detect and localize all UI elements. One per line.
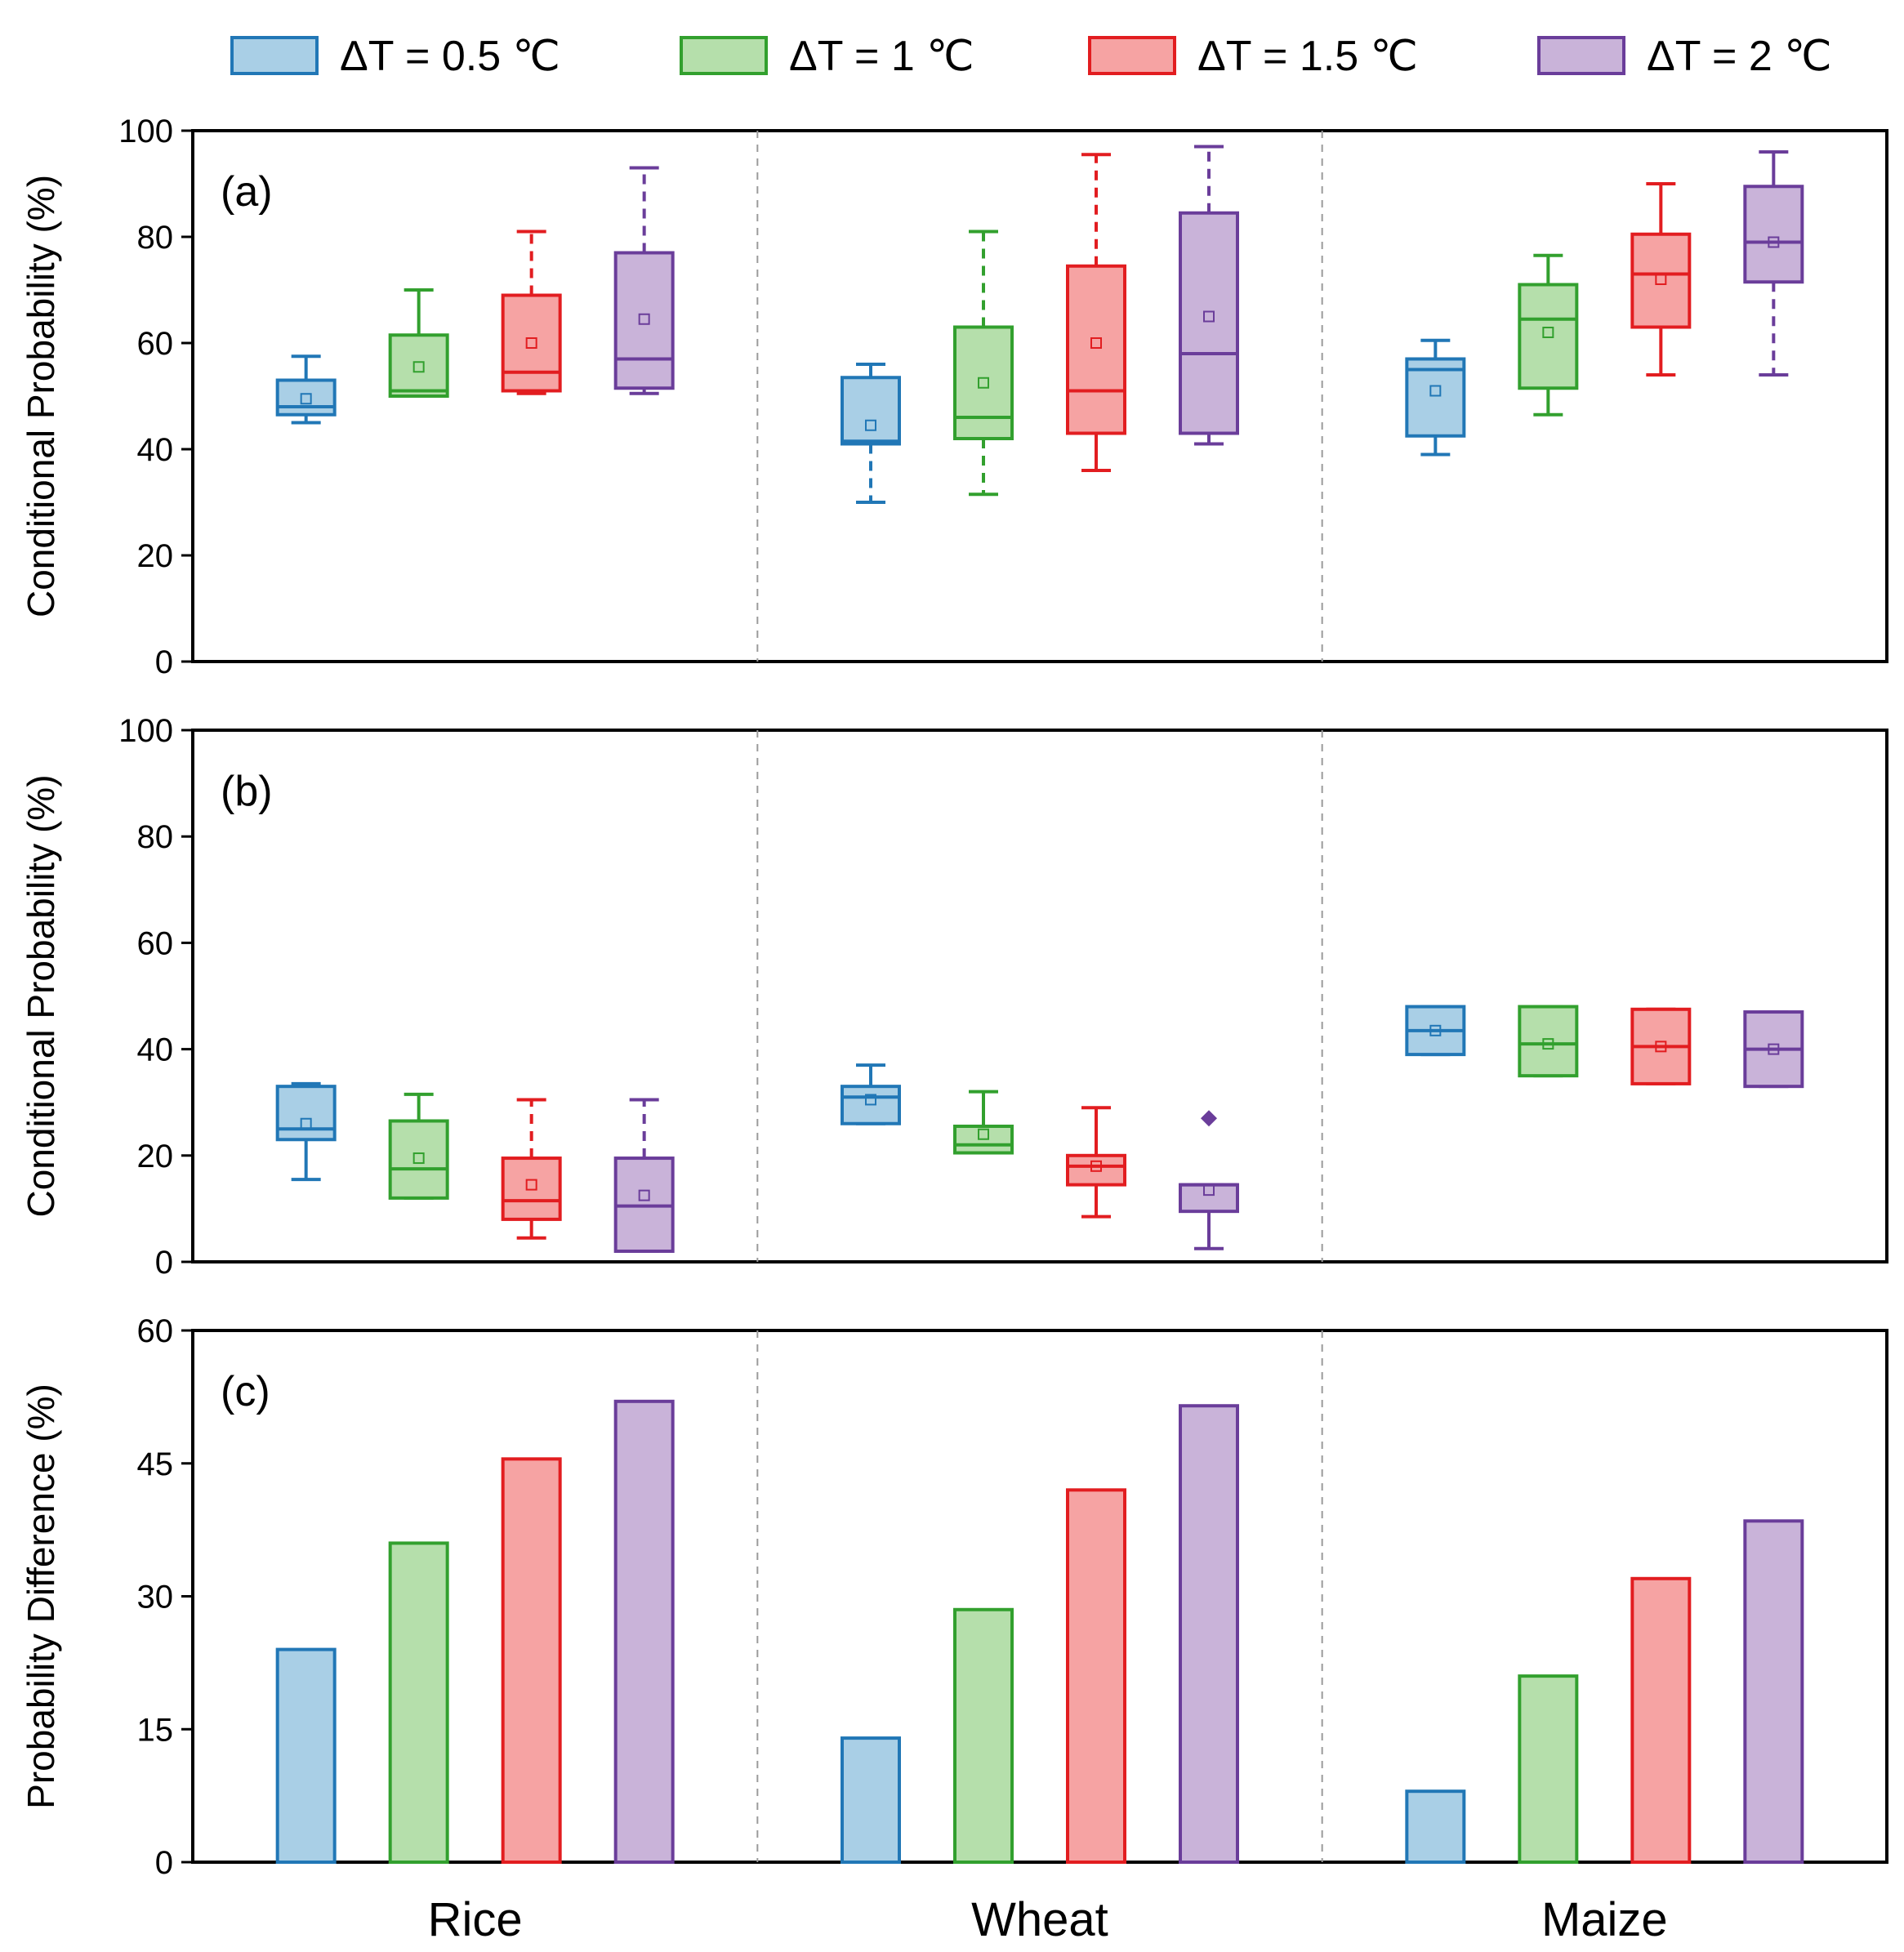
x-category-label: Wheat [971, 1893, 1108, 1946]
box-iqr [388, 1119, 449, 1200]
y-tick-label: 80 [137, 220, 174, 256]
plot-frame [191, 729, 1888, 1263]
box-mean-marker [1203, 1184, 1215, 1197]
bar [841, 1736, 901, 1865]
box-mean-marker [978, 1128, 989, 1140]
box-mean-marker [300, 393, 312, 405]
y-tick-label: 40 [137, 432, 174, 468]
bar [501, 1457, 562, 1864]
legend: ΔT = 0.5 ℃ ΔT = 1 ℃ ΔT = 1.5 ℃ ΔT = 2 ℃ [230, 33, 1832, 80]
box-mean-marker [1429, 385, 1442, 397]
box-mean-marker [412, 1152, 425, 1165]
box-mean-marker [1090, 1160, 1102, 1172]
panel-label: (c) [221, 1368, 270, 1415]
box-mean-marker [978, 377, 989, 389]
y-tick-label: 60 [137, 1313, 174, 1349]
y-axis-title: Probability Difference (%) [20, 1384, 62, 1809]
legend-swatch [680, 36, 768, 75]
bar [275, 1647, 337, 1864]
box-outlier [1201, 1110, 1217, 1127]
box-mean-marker [1090, 337, 1102, 349]
bar [1405, 1789, 1466, 1864]
box-mean-marker [525, 1179, 537, 1191]
box-mean-marker [412, 361, 425, 373]
bar [1630, 1576, 1692, 1865]
panel-label: (a) [221, 168, 273, 216]
legend-label: ΔT = 2 ℃ [1647, 33, 1832, 80]
bar [953, 1607, 1014, 1865]
box-iqr [275, 1085, 337, 1142]
y-tick-label: 0 [155, 1245, 173, 1281]
box-iqr [1518, 1005, 1579, 1078]
y-tick-label: 100 [118, 713, 173, 749]
x-category-label: Rice [428, 1893, 523, 1946]
y-tick-label: 100 [118, 114, 173, 149]
box-iqr [1179, 1183, 1239, 1214]
box-mean-marker [638, 1189, 650, 1201]
y-tick-label: 45 [137, 1446, 174, 1482]
box-mean-marker [1655, 1041, 1667, 1053]
legend-label: ΔT = 0.5 ℃ [340, 33, 560, 80]
box-iqr [613, 251, 675, 390]
y-tick-label: 60 [137, 326, 174, 362]
box-iqr [501, 1156, 562, 1221]
box-iqr [275, 378, 337, 417]
box-mean-marker [1203, 310, 1215, 323]
legend-label: ΔT = 1 ℃ [789, 33, 974, 80]
panel-b: 0 20 40 60 80 100 Conditional Probability (%) (… [20, 713, 1888, 1281]
plot-frame [191, 129, 1888, 663]
box-iqr [388, 333, 449, 398]
box-mean-marker [1655, 274, 1667, 285]
bar [1066, 1488, 1126, 1865]
y-tick-label: 80 [137, 819, 174, 855]
box-mean-marker [1542, 1038, 1554, 1050]
box-mean-marker [300, 1117, 312, 1130]
panel-a: 0 20 40 60 80 100 Conditional Probability (%) (… [20, 114, 1888, 680]
y-tick-label: 20 [137, 1139, 174, 1174]
y-tick-label: 60 [137, 925, 174, 961]
y-axis-title: Conditional Probability (%) [20, 774, 62, 1217]
box-iqr [953, 325, 1014, 440]
y-tick-label: 40 [137, 1032, 174, 1068]
y-tick-label: 20 [137, 538, 174, 574]
box-mean-marker [525, 337, 537, 349]
box-iqr [1743, 185, 1804, 284]
box-mean-marker [1542, 327, 1554, 338]
panel-label: (b) [221, 768, 273, 815]
box-mean-marker [865, 419, 876, 431]
legend-swatch [1537, 36, 1625, 75]
box-iqr [501, 293, 562, 393]
y-tick-label: 15 [137, 1712, 174, 1748]
box-iqr [1066, 264, 1126, 435]
box-mean-marker [1429, 1024, 1442, 1036]
box-mean-marker [1768, 1043, 1780, 1055]
box-iqr [1179, 211, 1239, 435]
bar [613, 1399, 675, 1865]
y-tick-label: 0 [155, 1845, 173, 1881]
box-iqr [1630, 232, 1692, 329]
box-iqr [1518, 283, 1579, 390]
bar [1179, 1404, 1239, 1864]
panel-c: 0 15 30 45 60 Probability Difference (%) (c) [20, 1313, 1888, 1881]
box-iqr [1066, 1153, 1126, 1187]
box-iqr [841, 376, 901, 446]
bar [388, 1541, 449, 1865]
y-tick-label: 0 [155, 644, 173, 680]
legend-label: ΔT = 1.5 ℃ [1197, 33, 1418, 80]
bar [1518, 1674, 1579, 1864]
bar [1743, 1519, 1804, 1865]
legend-swatch [1088, 36, 1176, 75]
box-mean-marker [638, 313, 650, 325]
box-mean-marker [1768, 236, 1780, 248]
y-tick-label: 30 [137, 1580, 174, 1616]
legend-swatch [230, 36, 319, 75]
box-mean-marker [865, 1094, 876, 1106]
box-iqr [1405, 357, 1466, 438]
crop-labels: Rice Wheat Maize [428, 1893, 1668, 1946]
y-axis-title: Conditional Probability (%) [20, 175, 62, 617]
x-category-label: Maize [1541, 1893, 1668, 1946]
